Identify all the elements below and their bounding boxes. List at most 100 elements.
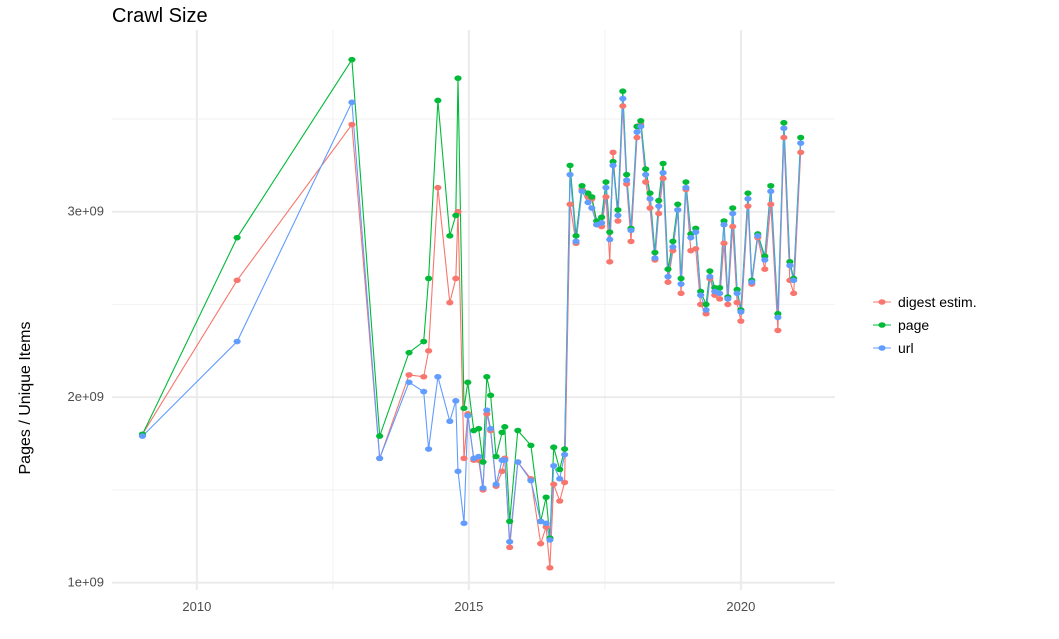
point-page <box>637 118 645 124</box>
point-page <box>492 453 500 460</box>
point-page <box>498 429 506 436</box>
point-url <box>602 184 610 191</box>
point-url <box>434 373 442 380</box>
point-page <box>446 233 454 239</box>
point-page <box>483 373 491 380</box>
point-page <box>716 284 724 291</box>
point-page <box>602 179 610 185</box>
point-page <box>420 338 428 345</box>
point-url <box>425 446 433 452</box>
legend: digest estim. page url <box>873 294 977 356</box>
point-page <box>452 212 460 219</box>
point-url <box>786 262 794 269</box>
point-url <box>627 227 635 234</box>
point-page <box>614 207 622 213</box>
point-digest-estim <box>405 372 413 378</box>
point-digest-estim <box>697 301 705 308</box>
point-url <box>697 292 705 298</box>
point-digest-estim <box>790 290 798 297</box>
point-url <box>623 177 631 183</box>
point-url <box>420 388 428 395</box>
point-url <box>744 195 752 202</box>
point-url <box>687 234 695 241</box>
point-url <box>376 455 384 462</box>
y-axis-label: Pages / Unique Items <box>17 322 34 475</box>
point-page <box>659 160 667 167</box>
point-page <box>706 268 714 274</box>
point-digest-estim <box>460 455 468 462</box>
point-url <box>487 425 495 432</box>
point-url <box>464 412 472 419</box>
point-page <box>606 229 614 235</box>
line-url <box>142 98 802 542</box>
legend-marker-page <box>878 322 886 328</box>
point-url <box>677 281 685 287</box>
point-url <box>669 244 677 250</box>
point-digest-estim <box>602 194 610 200</box>
point-page <box>619 88 627 94</box>
point-url <box>754 233 762 239</box>
point-digest-estim <box>774 327 782 334</box>
point-page <box>598 214 606 221</box>
point-url <box>598 220 606 226</box>
point-page <box>376 433 384 439</box>
point-url <box>546 537 554 543</box>
y-tick-label: 1e+09 <box>67 575 104 590</box>
point-page <box>669 238 677 245</box>
point-url <box>774 314 782 321</box>
point-page <box>677 275 685 282</box>
point-digest-estim <box>720 240 728 247</box>
point-page <box>566 162 574 169</box>
point-page <box>767 182 775 189</box>
point-page <box>572 233 580 239</box>
point-page <box>527 442 535 449</box>
point-url <box>633 129 641 135</box>
point-url <box>748 279 756 285</box>
point-digest-estim <box>498 468 506 475</box>
point-page <box>674 201 682 208</box>
point-url <box>637 123 645 130</box>
point-digest-estim <box>724 301 732 308</box>
point-url <box>702 307 710 313</box>
series-lines <box>142 58 802 568</box>
point-page <box>542 494 550 501</box>
point-page <box>556 466 564 473</box>
legend-label-digest-estim: digest estim. <box>898 294 977 310</box>
point-digest-estim <box>780 134 788 141</box>
point-url <box>761 257 769 263</box>
y-axis-ticks: 1e+09 2e+09 3e+09 <box>67 204 104 590</box>
point-url <box>614 212 622 219</box>
point-digest-estim <box>797 149 805 156</box>
point-digest-estim <box>546 564 554 571</box>
point-page <box>578 182 586 189</box>
point-url <box>767 188 775 195</box>
point-digest-estim <box>446 299 454 306</box>
point-page <box>797 134 805 141</box>
point-url <box>479 485 487 491</box>
point-digest-estim <box>233 277 241 284</box>
point-page <box>780 119 788 126</box>
point-digest-estim <box>642 179 650 185</box>
point-page <box>623 171 631 178</box>
point-page <box>651 249 659 256</box>
point-page <box>434 97 442 104</box>
point-digest-estim <box>556 498 564 504</box>
point-url <box>446 418 454 425</box>
point-url <box>609 162 617 169</box>
point-digest-estim <box>633 134 641 141</box>
legend-label-page: page <box>898 317 929 333</box>
point-url <box>606 236 614 243</box>
point-digest-estim <box>659 175 667 182</box>
point-url <box>692 229 700 235</box>
point-digest-estim <box>420 373 428 380</box>
point-digest-estim <box>733 299 741 306</box>
point-url <box>733 290 741 297</box>
point-url <box>737 309 745 315</box>
point-url <box>790 277 798 284</box>
point-url <box>682 184 690 191</box>
point-page <box>514 427 522 434</box>
point-digest-estim <box>606 258 614 265</box>
point-digest-estim <box>737 318 745 324</box>
point-url <box>542 520 550 527</box>
